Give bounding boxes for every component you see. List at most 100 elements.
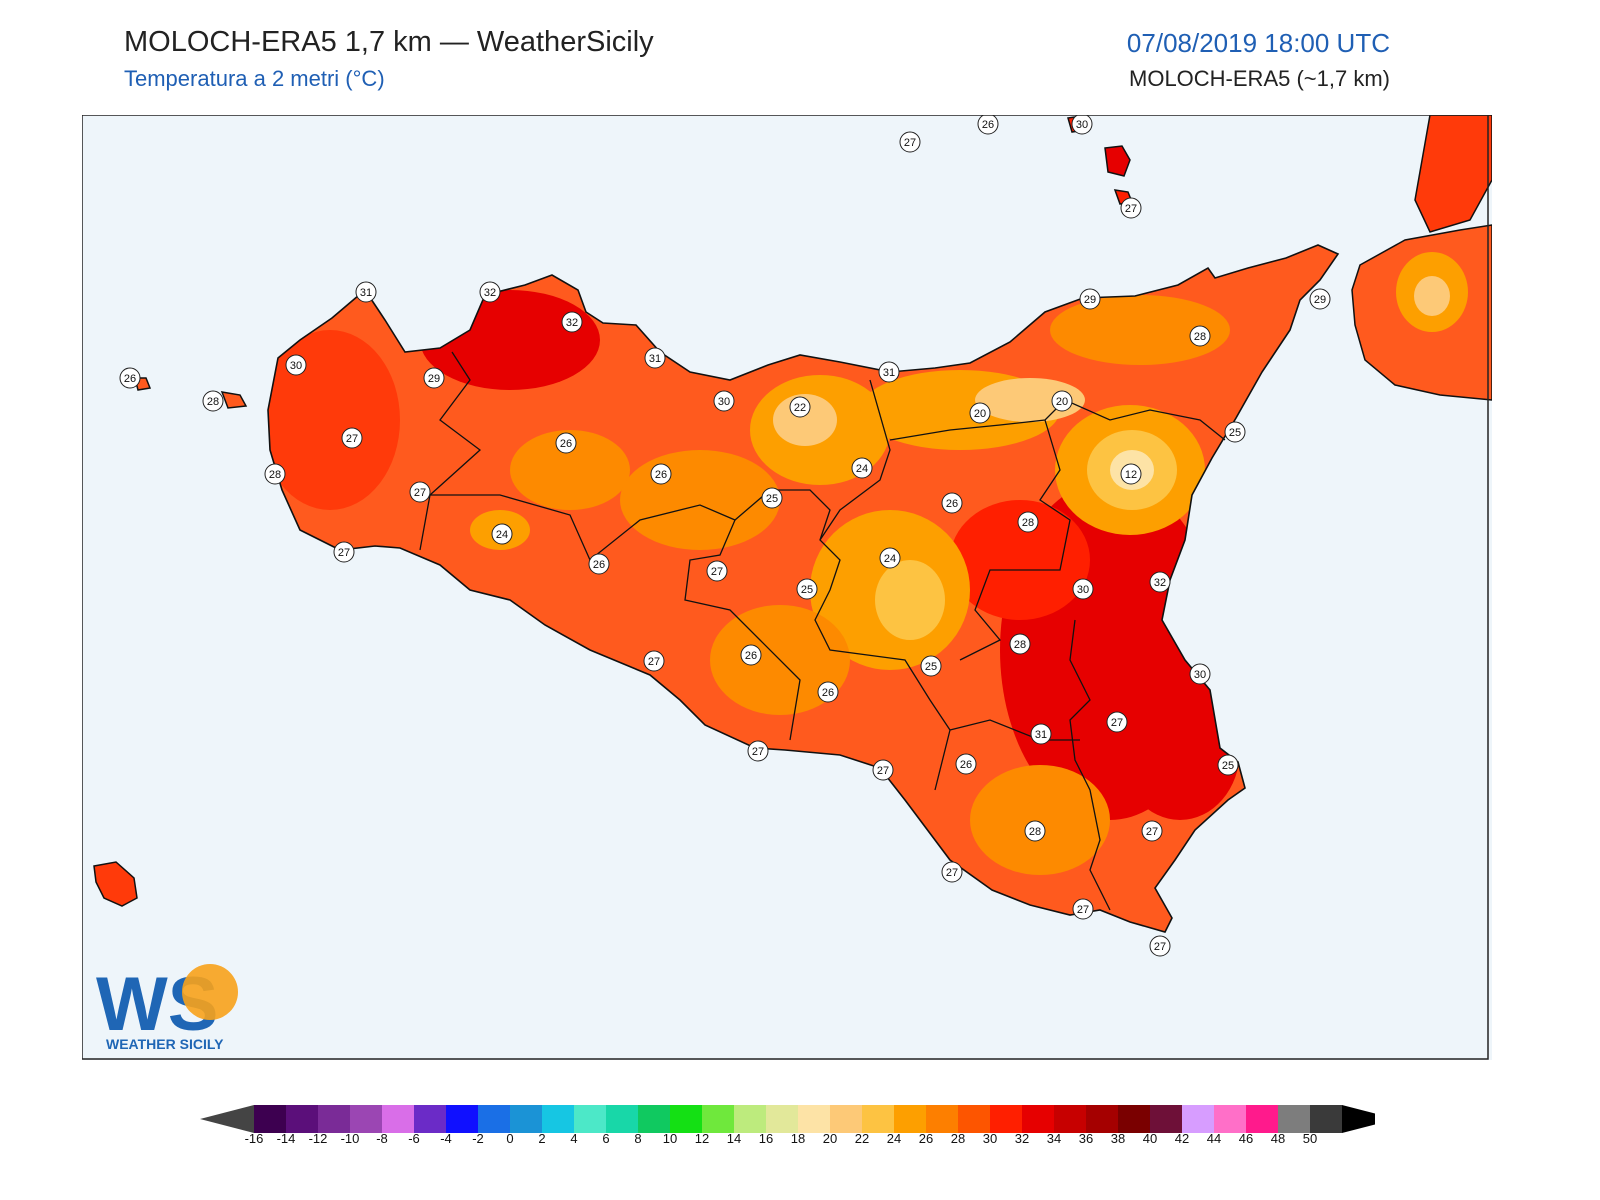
station-value: 30 (290, 360, 302, 372)
station-value: 28 (269, 469, 281, 481)
station-label: 27 (706, 560, 728, 582)
station-label: 26 (977, 115, 999, 135)
border-trapani-palermo (419, 351, 482, 551)
station-label: 28 (1017, 511, 1039, 533)
station-label: 22 (789, 396, 811, 418)
station-marker (1141, 820, 1163, 842)
colorbar-tick-label: 12 (695, 1131, 709, 1145)
station-value: 24 (496, 529, 508, 541)
station-marker (955, 753, 977, 775)
station-label: 27 (1149, 935, 1171, 957)
station-marker (555, 432, 577, 454)
station-label: 32 (479, 281, 501, 303)
colorbar-cell (830, 1105, 862, 1133)
station-value: 31 (649, 353, 661, 365)
station-value: 28 (1194, 331, 1206, 343)
station-marker (1072, 898, 1094, 920)
station-marker (588, 553, 610, 575)
station-label: 26 (119, 367, 141, 389)
station-marker (851, 457, 873, 479)
station-label: 29 (1079, 288, 1101, 310)
station-label: 27 (1072, 898, 1094, 920)
station-marker (119, 367, 141, 389)
colorbar-cell (1310, 1105, 1342, 1133)
station-label: 27 (333, 541, 355, 563)
border-palermo-messina (819, 379, 891, 541)
field-enna-east (950, 500, 1090, 620)
colorbar-cell (318, 1105, 350, 1133)
station-marker (1009, 633, 1031, 655)
station-value: 25 (766, 493, 778, 505)
field-enna-peak (875, 560, 945, 640)
station-marker (1071, 115, 1093, 135)
station-value: 25 (1229, 427, 1241, 439)
colorbar-tick-label: 2 (538, 1131, 545, 1145)
station-marker (706, 560, 728, 582)
station-label: 20 (1051, 390, 1073, 412)
colorbar-cell (638, 1105, 670, 1133)
colorbar-tick-label: 24 (887, 1131, 901, 1145)
station-value: 27 (904, 137, 916, 149)
station-label: 30 (285, 354, 307, 376)
station-value: 26 (655, 469, 667, 481)
station-value: 27 (1154, 941, 1166, 953)
station-label: 27 (341, 427, 363, 449)
station-value: 27 (648, 656, 660, 668)
colorbar-tick-label: -14 (277, 1131, 296, 1145)
station-marker (1072, 578, 1094, 600)
colorbar-tick-label: 30 (983, 1131, 997, 1145)
colorbar-tick-label: 34 (1047, 1131, 1061, 1145)
station-marker (740, 644, 762, 666)
station-marker (1120, 197, 1142, 219)
island-pantelleria (93, 861, 138, 907)
station-value: 27 (1111, 717, 1123, 729)
station-value: 30 (1076, 119, 1088, 131)
station-label: 26 (817, 681, 839, 703)
station-marker (879, 547, 901, 569)
station-value: 27 (752, 746, 764, 758)
station-value: 26 (960, 759, 972, 771)
sicily-coastline (267, 244, 1340, 933)
field-sicani (620, 450, 780, 550)
colorbar-tick-label: 8 (634, 1131, 641, 1145)
colorbar-cell (382, 1105, 414, 1133)
logo-sun-icon (182, 964, 238, 1020)
weather-sicily-logo: WS WEATHER SICILY (96, 962, 238, 1052)
station-marker (1079, 288, 1101, 310)
station-label: 25 (796, 578, 818, 600)
station-value: 27 (346, 433, 358, 445)
station-marker (643, 650, 665, 672)
station-marker (1217, 754, 1239, 776)
island-favignana (220, 391, 248, 409)
colorbar-tick-label: 42 (1175, 1131, 1189, 1145)
station-label: 29 (423, 367, 445, 389)
colorbar-tick-label: 44 (1207, 1131, 1221, 1145)
station-value: 20 (1056, 396, 1068, 408)
station-marker (713, 390, 735, 412)
colorbar-tick-label: 10 (663, 1131, 677, 1145)
colorbar-tick-label: 32 (1015, 1131, 1029, 1145)
station-marker (1189, 325, 1211, 347)
station-value: 30 (718, 396, 730, 408)
station-value: 30 (1077, 584, 1089, 596)
station-label: 26 (588, 553, 610, 575)
station-value: 26 (124, 373, 136, 385)
colorbar-cell (606, 1105, 638, 1133)
station-value: 27 (877, 765, 889, 777)
station-value: 25 (925, 661, 937, 673)
border-caltanissetta (734, 489, 951, 791)
station-label: 29 (1309, 288, 1331, 310)
model-name: MOLOCH-ERA5 (~1,7 km) (1129, 66, 1390, 91)
colorbar-cell (958, 1105, 990, 1133)
station-marker (285, 354, 307, 376)
station-label: 27 (941, 861, 963, 883)
station-marker (1017, 511, 1039, 533)
colorbar-cell (766, 1105, 798, 1133)
station-label: 26 (941, 492, 963, 514)
chart-subtitle: Temperatura a 2 metri (°C) (124, 66, 385, 91)
station-value: 22 (794, 402, 806, 414)
station-value: 27 (1146, 826, 1158, 838)
colorbar-tick-label: 4 (570, 1131, 577, 1145)
chart-title: MOLOCH-ERA5 1,7 km — WeatherSicily (124, 26, 654, 58)
logo-text: WEATHER SICILY (106, 1036, 224, 1052)
